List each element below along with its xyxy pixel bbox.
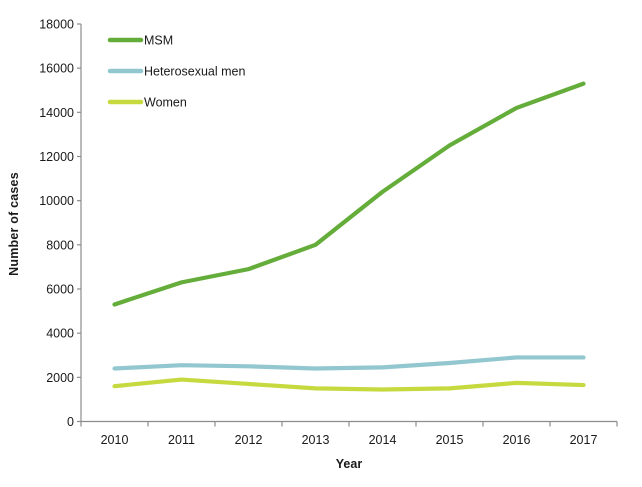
x-tick-label: 2014	[369, 433, 397, 447]
x-tick-label: 2013	[302, 433, 330, 447]
series-line-heterosexual-men	[112, 355, 586, 371]
x-tick-label: 2016	[503, 433, 531, 447]
y-tick-label: 14000	[39, 106, 74, 120]
y-tick-label: 8000	[46, 238, 74, 252]
x-tick-label: 2017	[570, 433, 598, 447]
x-tick-label: 2012	[235, 433, 263, 447]
x-tick-label: 2015	[436, 433, 464, 447]
series-line-women	[112, 377, 586, 392]
x-tick-label: 2010	[101, 433, 129, 447]
y-tick-label: 18000	[39, 18, 74, 32]
y-tick-label: 12000	[39, 150, 74, 164]
legend-label-women: Women	[144, 96, 187, 110]
y-tick-label: 10000	[39, 194, 74, 208]
legend-label-heterosexual-men: Heterosexual men	[144, 65, 245, 79]
y-axis-title: Number of cases	[7, 172, 21, 276]
y-tick-label: 0	[67, 415, 74, 429]
x-axis-title: Year	[335, 457, 363, 471]
series-line-msm	[112, 81, 586, 307]
x-tick-label: 2011	[168, 433, 195, 447]
legend-label-msm: MSM	[144, 34, 173, 48]
y-tick-label: 6000	[46, 283, 74, 297]
y-tick-label: 2000	[46, 371, 74, 385]
y-tick-label: 4000	[46, 327, 74, 341]
y-tick-label: 16000	[39, 62, 74, 76]
